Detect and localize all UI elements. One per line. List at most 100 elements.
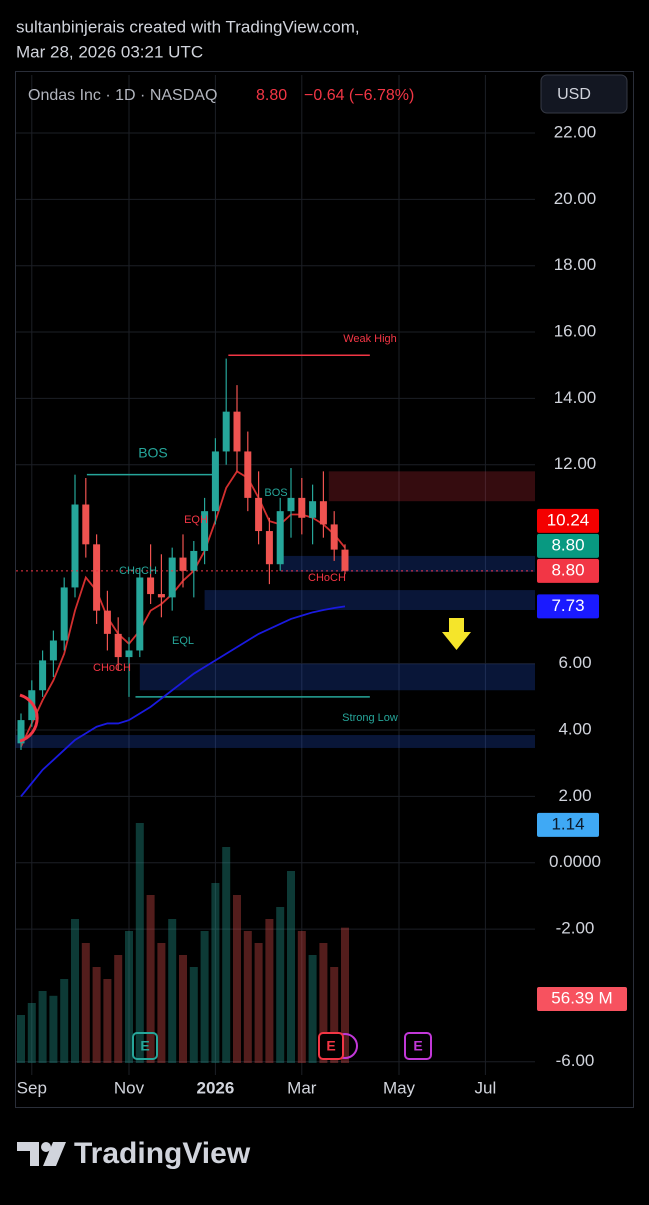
candle-body [179, 557, 187, 571]
candle-body [60, 587, 68, 641]
volume-bar [211, 883, 220, 1063]
price-label: 1.14 [551, 814, 584, 833]
price-label-bg [537, 533, 599, 558]
candle-body [330, 524, 338, 550]
y-tick-label: 2.00 [558, 786, 591, 805]
candle-body [201, 511, 209, 551]
volume-bar [49, 995, 58, 1063]
volume-label: 56.39 M [551, 988, 612, 1007]
volume-bar [189, 967, 198, 1063]
timestamp: Mar 28, 2026 03:21 UTC [16, 42, 203, 61]
price: 8.80 [256, 87, 287, 104]
currency-button[interactable] [540, 74, 628, 114]
logo-mark [17, 1142, 39, 1166]
candle-body [136, 577, 144, 651]
volume-bar [146, 895, 155, 1063]
y-tick-label: 16.00 [554, 322, 597, 341]
candle-body [49, 640, 57, 661]
price-label-bg [537, 558, 599, 583]
candle-body [168, 557, 176, 598]
zone [280, 555, 535, 572]
volume-bar [81, 943, 90, 1063]
y-tick-label: 18.00 [554, 255, 597, 274]
price-label: 8.80 [551, 535, 584, 554]
price-label: 7.73 [551, 596, 584, 615]
zone [328, 471, 535, 502]
x-tick-label: May [383, 1078, 416, 1097]
logo [17, 1142, 66, 1166]
volume-bar [38, 991, 47, 1063]
annotation: CHoCH [119, 565, 157, 577]
earnings-icon-label: E [413, 1038, 422, 1054]
candle-body [39, 660, 47, 691]
volume-bar [92, 967, 101, 1063]
candle-body [190, 550, 198, 571]
x-tick-label: Jul [475, 1078, 497, 1097]
zone [139, 663, 536, 691]
x-tick-label: Nov [114, 1078, 145, 1097]
change: −0.64 (−6.78%) [304, 87, 414, 104]
price-label: 8.80 [551, 560, 584, 579]
candle-body [255, 497, 263, 532]
candle-body [82, 504, 90, 545]
volume-bar [243, 931, 252, 1063]
price-label-bg [537, 812, 599, 837]
y-tick-label: 12.00 [554, 454, 597, 473]
annotation: Strong Low [342, 712, 398, 724]
logo-mark [43, 1142, 66, 1166]
candle-body [222, 411, 230, 452]
candle-body [319, 501, 327, 525]
candle-body [125, 650, 133, 658]
volume-bar [276, 907, 285, 1063]
y-tick-label: 20.00 [554, 189, 597, 208]
x-tick-label: Sep [17, 1078, 47, 1097]
y-tick-label: 4.00 [558, 720, 591, 739]
candle-body [276, 511, 284, 565]
candle-body [265, 531, 273, 565]
annotation: EQH [184, 514, 208, 526]
annotation: CHoCH [93, 662, 131, 674]
volume-label-bg [537, 987, 627, 1011]
volume-bar [254, 943, 263, 1063]
volume-bar [60, 979, 69, 1063]
zone [204, 590, 535, 610]
y-tick-label: -2.00 [556, 919, 595, 938]
volume-bar [114, 955, 123, 1063]
volume-bar [103, 979, 112, 1063]
annotation: BOS [138, 445, 168, 461]
candle-body [211, 451, 219, 512]
y-tick-label: 14.00 [554, 388, 597, 407]
annotation: BOS [264, 487, 287, 499]
volume-bar [297, 931, 306, 1063]
zone [15, 735, 536, 748]
y-tick-label: 22.00 [554, 123, 597, 142]
credit: sultanbinjerais created with TradingView… [16, 17, 360, 36]
price-label-bg [537, 508, 599, 533]
annotation: EQL [172, 635, 194, 647]
earnings-icon [404, 1032, 432, 1060]
candle-body [341, 549, 349, 571]
volume-bar [71, 919, 79, 1063]
candle-body [93, 544, 101, 611]
earnings-icon [318, 1032, 344, 1060]
volume-bar [287, 871, 295, 1063]
down-arrow [442, 618, 471, 650]
volume-bar [222, 847, 231, 1063]
candle-body [17, 720, 25, 744]
candle-body [298, 497, 306, 518]
volume-bar [200, 931, 209, 1063]
price-label: 10.24 [547, 510, 590, 529]
volume-bar [157, 943, 166, 1063]
volume-bar [125, 931, 133, 1063]
volume-bar [179, 955, 187, 1063]
earnings-icon [132, 1032, 158, 1060]
currency[interactable]: USD [557, 86, 591, 103]
candle-body [287, 497, 295, 512]
volume-bar [135, 823, 144, 1063]
annotation: CHoCH [308, 572, 346, 584]
plot: Weak High BOS Strong Low CHoCH CHoCH EQL EQH BO… [15, 75, 536, 1075]
volume-bar [27, 1003, 36, 1063]
candle-body [309, 501, 317, 518]
